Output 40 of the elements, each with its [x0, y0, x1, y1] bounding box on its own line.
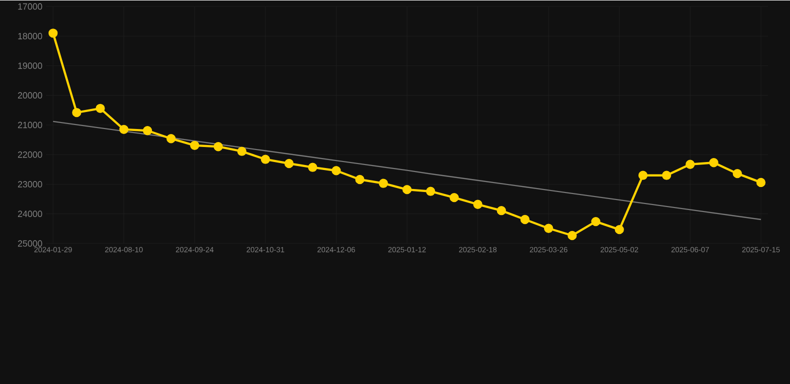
- point: [308, 162, 318, 172]
- y-tick-label: 23000: [18, 180, 42, 188]
- point: [166, 134, 176, 143]
- point: [402, 184, 412, 194]
- point: [142, 126, 152, 135]
- point: [450, 192, 459, 202]
- y-tick-label: 22000: [18, 151, 42, 158]
- point: [96, 104, 105, 113]
- point: [614, 224, 624, 234]
- y-tick-label: 17000: [18, 3, 42, 10]
- point: [544, 224, 554, 233]
- point: [662, 170, 672, 180]
- point: [214, 142, 223, 151]
- y-tick-label: 18000: [18, 32, 42, 40]
- point: [638, 170, 648, 180]
- point: [260, 154, 270, 164]
- point: [686, 160, 695, 169]
- point: [709, 158, 718, 167]
- point: [520, 214, 530, 224]
- point: [237, 146, 246, 156]
- y-tick-label: 19000: [18, 62, 42, 69]
- point: [496, 206, 506, 215]
- y-tick-label: 21000: [18, 122, 42, 128]
- point: [72, 108, 82, 117]
- point: [756, 178, 766, 187]
- point: [284, 158, 294, 168]
- point: [426, 186, 436, 196]
- point: [119, 124, 128, 134]
- point: [591, 216, 600, 226]
- point: [568, 230, 577, 240]
- y-tick-label: 25000: [18, 240, 42, 246]
- point: [332, 166, 341, 175]
- y-tick-label: 20000: [18, 92, 42, 98]
- point: [378, 178, 388, 188]
- point: [732, 168, 742, 178]
- point: [355, 174, 364, 184]
- point: [190, 140, 200, 150]
- point: [473, 200, 482, 209]
- y-tick-label: 24000: [18, 210, 42, 217]
- point: [48, 28, 58, 38]
